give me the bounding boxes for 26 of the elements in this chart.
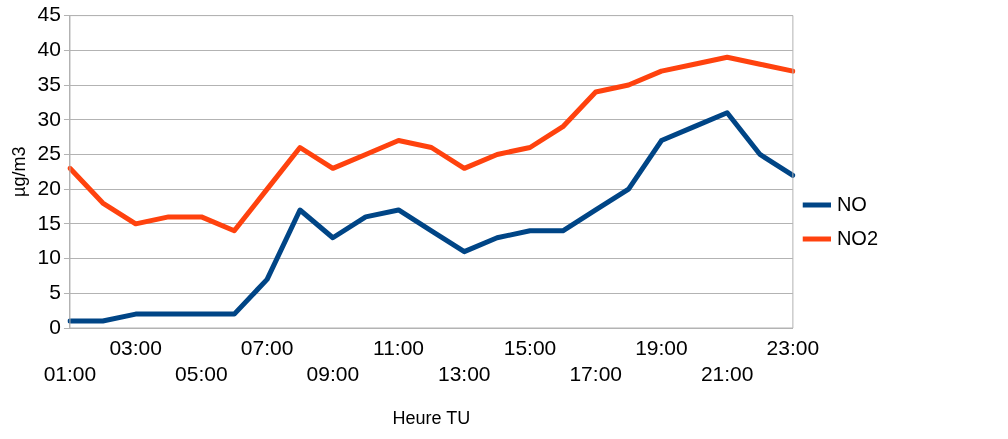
x-tick-label: 19:00	[635, 336, 688, 360]
y-tick-label: 15	[37, 210, 61, 234]
x-tick-label: 07:00	[240, 336, 294, 360]
x-tick-label: 21:00	[700, 361, 754, 385]
y-tick-label: 25	[37, 141, 61, 165]
y-tick-label: 5	[49, 280, 61, 304]
y-tick-label: 10	[37, 245, 61, 269]
y-tick-label: 30	[37, 106, 61, 130]
y-tick-label: 35	[37, 71, 61, 95]
x-tick-label: 03:00	[109, 336, 162, 360]
x-tick-label: 23:00	[766, 336, 820, 360]
x-tick-label: 15:00	[503, 336, 557, 360]
y-tick-label: 40	[37, 37, 61, 61]
x-tick-label: 05:00	[175, 361, 228, 385]
legend-label: NO	[836, 192, 867, 215]
x-axis-title: Heure TU	[392, 408, 471, 429]
x-tick-label: 17:00	[569, 361, 622, 385]
y-tick-label: 0	[49, 314, 61, 338]
y-tick-label: 20	[37, 175, 61, 199]
x-tick-label: 01:00	[43, 361, 97, 385]
x-tick-label: 11:00	[373, 336, 425, 360]
x-tick-label: 13:00	[438, 361, 491, 385]
y-axis-title: µg/m3	[8, 146, 29, 197]
legend-label: NO2	[836, 226, 878, 249]
y-tick-label: 45	[37, 2, 61, 26]
x-tick-label: 09:00	[306, 361, 360, 385]
